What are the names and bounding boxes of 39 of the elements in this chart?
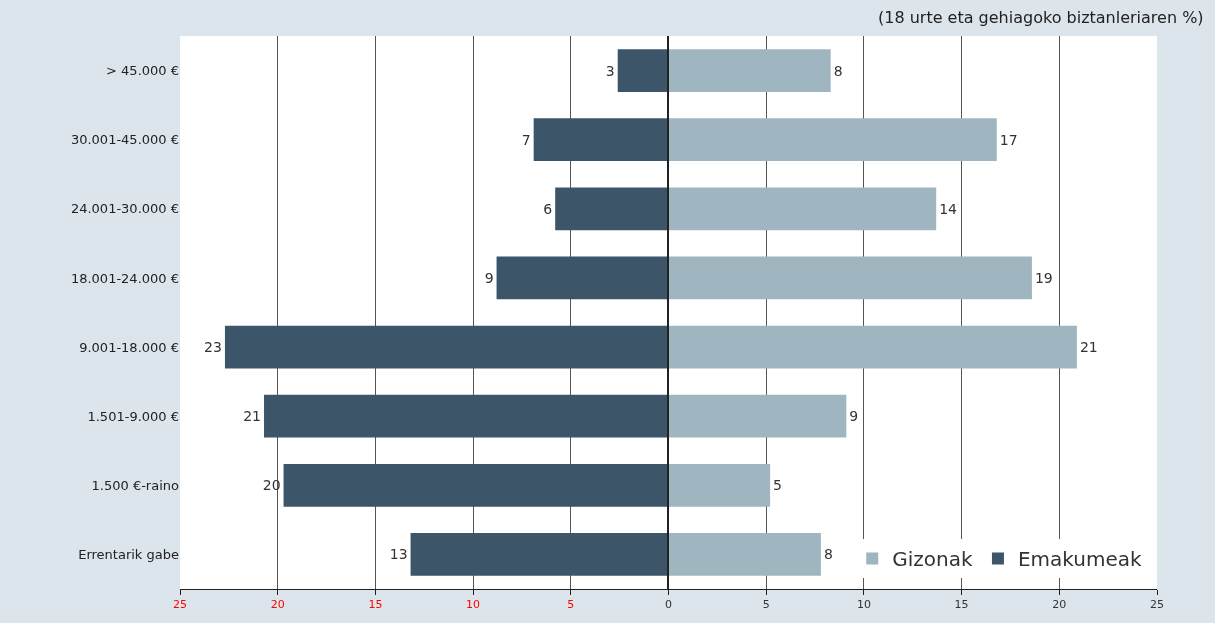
x-tick-label: 5 [762, 598, 770, 612]
legend-label: Gizonak [892, 547, 973, 572]
data-label: 23 [204, 339, 222, 356]
x-tick-label: 15 [954, 598, 969, 612]
data-label: 9 [484, 269, 494, 286]
bar [617, 49, 669, 92]
data-label: 13 [389, 546, 408, 563]
x-tick-label: 0 [665, 598, 672, 612]
legend-label: Emakumeak [1017, 547, 1143, 572]
y-tick-label: Errentarik gabe [78, 546, 179, 562]
data-label: 17 [999, 131, 1018, 148]
y-tick-label: 24.001-30.000 € [70, 201, 179, 217]
data-label: 6 [543, 200, 553, 217]
y-tick-label: 9.001-18.000 € [79, 339, 179, 355]
data-label: 9 [849, 408, 859, 425]
data-label: 21 [1079, 339, 1098, 356]
y-tick-label: 1.500 €-raino [91, 477, 180, 493]
y-tick-label: 18.001-24.000 € [70, 270, 179, 286]
data-label: 19 [1034, 269, 1053, 286]
y-tick-label: 30.001-45.000 € [70, 132, 179, 148]
y-tick-label: > 45.000 € [106, 63, 179, 79]
data-label: 7 [521, 131, 531, 148]
data-label: 8 [823, 546, 833, 563]
data-label: 8 [833, 62, 843, 79]
y-tick-label: 1.501-9.000 € [87, 408, 179, 424]
data-label: 5 [773, 477, 783, 494]
x-tick-label: 10 [466, 598, 481, 612]
x-tick-label: 20 [270, 598, 285, 612]
x-tick-label: 15 [368, 598, 383, 612]
data-label: 21 [243, 408, 262, 425]
x-tick-label: 25 [1150, 598, 1164, 612]
x-tick-label: 25 [173, 598, 187, 612]
text: (18 urte eta gehiagoko biztanleriaren %) [878, 8, 1204, 27]
x-tick-label: 5 [567, 598, 575, 612]
data-label: 3 [605, 62, 615, 79]
x-tick-label: 20 [1052, 598, 1067, 612]
x-tick-label: 10 [856, 598, 871, 612]
data-label: 14 [939, 200, 958, 217]
bar [668, 463, 771, 507]
